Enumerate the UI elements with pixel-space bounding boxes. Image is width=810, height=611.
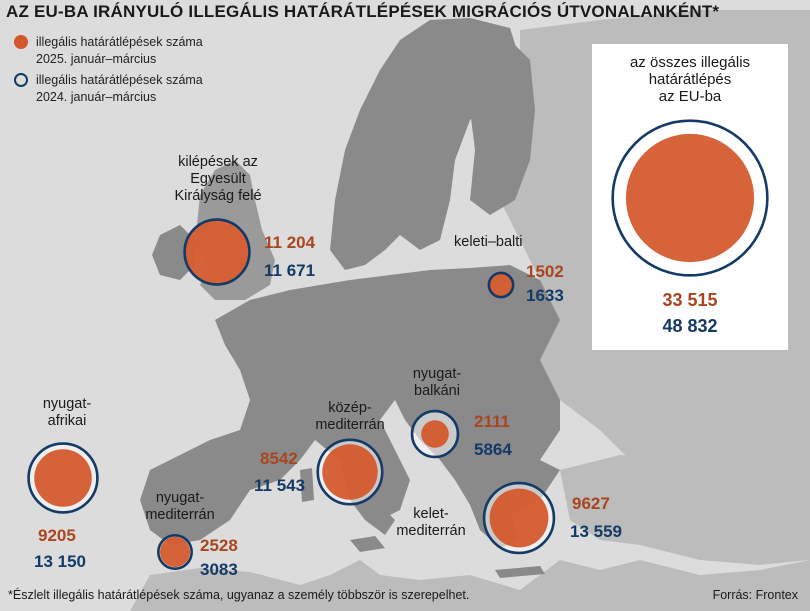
- route-west-african-2025-circle: [34, 449, 92, 507]
- route-label-line: mediterrán: [315, 417, 385, 433]
- route-label-line: balkáni: [414, 383, 460, 399]
- total-2024-ring: [611, 119, 769, 277]
- total-bubble-group: [611, 119, 769, 277]
- total-bubble-svg: [611, 119, 769, 277]
- value-2025-uk: 11 204: [264, 233, 316, 252]
- route-label-line: mediterrán: [145, 507, 215, 523]
- value-2025-east-baltic: 1502: [526, 262, 564, 281]
- route-west-med-2024-ring: [157, 534, 193, 570]
- value-2024-west-balkan: 5864: [474, 440, 512, 459]
- finland: [470, 40, 535, 215]
- total-box: az összes illegális határátlépés az EU-b…: [592, 44, 788, 350]
- value-2024-central-med: 11 543: [254, 476, 306, 495]
- legend-2024-line2: 2024. január–március: [36, 90, 157, 104]
- value-2025-east-med: 9627: [572, 494, 610, 513]
- north-africa: [130, 560, 810, 611]
- total-value-2025: 33 515: [662, 290, 718, 310]
- route-label-line: afrikai: [47, 413, 87, 429]
- route-uk-2024-ring: [183, 218, 251, 286]
- route-label-east-baltic: keleti–balti: [454, 234, 523, 251]
- ireland: [152, 225, 195, 280]
- route-east-baltic-2024-ring: [487, 271, 515, 299]
- filled-circle-icon: [14, 35, 28, 49]
- total-label-line: az összes illegális: [629, 54, 751, 71]
- route-label-line: kelet-: [413, 506, 449, 522]
- route-label-west-balkan: nyugat- balkáni: [392, 366, 482, 400]
- route-label-line: közép-: [328, 400, 372, 416]
- route-label-east-med: kelet- mediterrán: [386, 506, 476, 540]
- ring-circle-icon: [14, 73, 28, 87]
- route-label-uk: kilépések az Egyesült Királyság felé: [148, 154, 288, 205]
- total-label-line: határátlépés: [648, 71, 732, 88]
- legend-item-2024: illegális határátlépések száma 2024. jan…: [14, 72, 203, 106]
- map-title: AZ EU-BA IRÁNYULÓ ILLEGÁLIS HATÁRÁTLÉPÉS…: [6, 2, 720, 21]
- balearic-sardinia: [300, 468, 314, 502]
- route-label-line: Királyság felé: [174, 188, 262, 204]
- route-label-central-med: közép- mediterrán: [300, 400, 400, 434]
- route-label-west-med: nyugat- mediterrán: [134, 490, 226, 524]
- route-label-line: keleti–balti: [454, 234, 523, 250]
- route-west-balkan-2024-ring: [410, 409, 460, 459]
- route-east-med-2025-circle: [489, 488, 549, 548]
- value-2025-central-med: 8542: [260, 449, 298, 468]
- crete: [495, 566, 545, 578]
- route-east-med-2024-ring: [482, 481, 556, 555]
- total-value-2024: 48 832: [662, 316, 718, 336]
- turkey-middle-east: [560, 455, 810, 565]
- footnote: *Észlelt illegális határátlépések száma,…: [8, 588, 470, 602]
- value-2025-west-african: 9205: [38, 526, 76, 545]
- value-2025-west-med: 2528: [200, 536, 238, 555]
- route-uk-2025-circle: [185, 220, 249, 284]
- legend-2025-line2: 2025. január–március: [36, 52, 157, 66]
- value-2024-uk: 11 671: [264, 261, 316, 280]
- route-label-line: nyugat-: [412, 366, 462, 382]
- route-label-line: nyugat-: [42, 396, 92, 412]
- total-2025-circle: [625, 133, 755, 263]
- route-label-line: nyugat-: [155, 490, 205, 506]
- total-label: az összes illegális határátlépés az EU-b…: [592, 54, 788, 105]
- route-west-med-2025-circle: [159, 536, 191, 568]
- legend-2024-line1: illegális határátlépések száma: [36, 73, 203, 87]
- route-label-line: kilépések az: [178, 154, 258, 170]
- value-2024-west-med: 3083: [200, 560, 238, 579]
- total-label-line: az EU-ba: [658, 88, 722, 105]
- value-2024-east-baltic: 1633: [526, 286, 564, 305]
- route-central-med-2025-circle: [322, 444, 378, 500]
- scandinavia: [330, 18, 520, 270]
- legend-2025-line1: illegális határátlépések száma: [36, 35, 203, 49]
- route-label-west-african: nyugat- afrikai: [22, 396, 112, 430]
- route-west-balkan-2025-circle: [421, 420, 449, 448]
- source-credit: Forrás: Frontex: [712, 588, 798, 602]
- bubble-layer: [27, 218, 556, 570]
- sicily: [350, 536, 385, 552]
- value-2024-west-african: 13 150: [34, 552, 86, 571]
- legend: illegális határátlépések száma 2025. jan…: [14, 34, 203, 110]
- value-2025-west-balkan: 2111: [474, 412, 510, 431]
- route-east-baltic-2025-circle: [489, 273, 513, 297]
- value-2024-east-med: 13 559: [570, 522, 622, 541]
- route-label-line: mediterrán: [396, 523, 466, 539]
- legend-item-2025: illegális határátlépések száma 2025. jan…: [14, 34, 203, 68]
- route-west-african-2024-ring: [27, 442, 99, 514]
- route-label-line: Egyesült: [190, 171, 246, 187]
- continental-europe: [140, 265, 560, 545]
- route-central-med-2024-ring: [316, 438, 384, 506]
